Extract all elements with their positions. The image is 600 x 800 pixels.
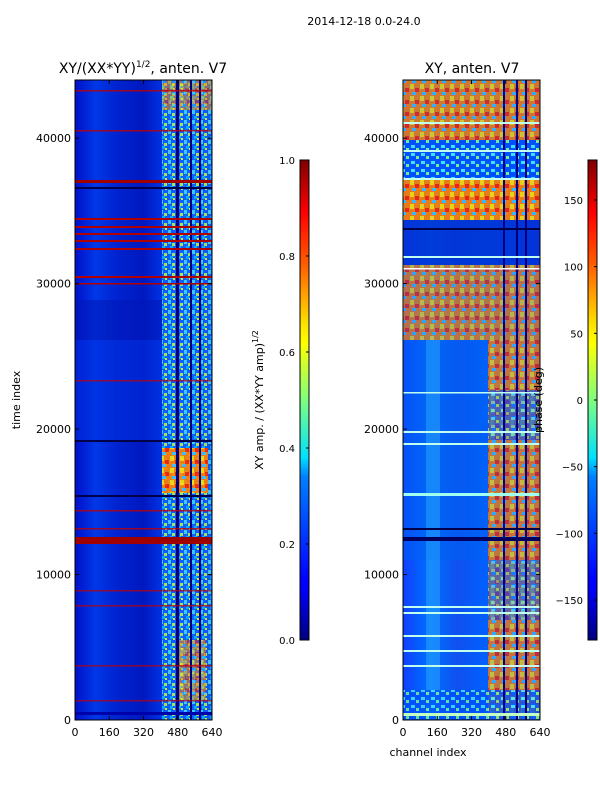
phase-ytick-label: 30000	[364, 278, 399, 291]
phase-colorbar-tick-label: 150	[564, 196, 583, 207]
amplitude-colorbar-tick-label: 0.8	[279, 252, 295, 263]
phase-xtick-label: 320	[461, 726, 482, 739]
amplitude-xtick-label: 320	[133, 726, 154, 739]
amplitude-colorbar-tick-label: 0.4	[279, 444, 295, 455]
phase-colorbar-tick-label: 50	[570, 329, 583, 340]
phase-colorbar-tick-label: −150	[556, 596, 583, 607]
amplitude-ytick-label: 40000	[36, 132, 71, 145]
amplitude-ytick-label: 10000	[36, 569, 71, 582]
phase-colorbar-tick-label: 100	[564, 263, 583, 274]
amplitude-ylabel: time index	[10, 370, 23, 429]
phase-colorbar-tick-label: 0	[577, 396, 583, 407]
phase-colorbar-tick-label: −50	[562, 463, 583, 474]
amplitude-colorbar-tick-label: 0.0	[279, 636, 295, 647]
amplitude-ytick-label: 20000	[36, 423, 71, 436]
amplitude-title: XY/(XX*YY)1/2, anten. V7	[59, 60, 227, 77]
amplitude-panel: XY/(XX*YY)1/2, anten. V7	[10, 60, 227, 739]
phase-xlabel: channel index	[389, 746, 467, 759]
phase-ytick-label: 40000	[364, 132, 399, 145]
phase-xtick-label: 160	[427, 726, 448, 739]
phase-xtick-label: 0	[400, 726, 407, 739]
phase-xtick-label: 480	[495, 726, 516, 739]
phase-heatmap	[403, 80, 540, 720]
amplitude-xtick-label: 0	[72, 726, 79, 739]
amplitude-xtick-label: 160	[99, 726, 120, 739]
phase-xtick-label: 640	[530, 726, 551, 739]
amplitude-heatmap	[75, 80, 212, 720]
amplitude-colorbar-tick-label: 0.6	[279, 348, 295, 359]
amplitude-colorbar-tick-label: 1.0	[279, 156, 295, 167]
phase-colorbar: −150 −100 −50 0 50 100 150 phase (deg)	[532, 159, 598, 641]
amplitude-xtick-label: 480	[167, 726, 188, 739]
amplitude-xtick-label: 640	[202, 726, 223, 739]
phase-ytick-label: 10000	[364, 569, 399, 582]
amplitude-colorbar-label: XY amp. / (XX*YY amp)1/2	[251, 330, 266, 470]
amplitude-ytick-label: 0	[64, 714, 71, 727]
phase-ytick-label: 0	[392, 714, 399, 727]
phase-panel: XY, anten. V7	[364, 61, 551, 759]
amplitude-ytick-label: 30000	[36, 278, 71, 291]
phase-colorbar-tick-label: −100	[556, 529, 583, 540]
phase-ytick-label: 20000	[364, 423, 399, 436]
phase-title: XY, anten. V7	[425, 61, 520, 77]
figure-suptitle: 2014-12-18 0.0-24.0	[307, 15, 420, 28]
amplitude-colorbar-tick-label: 0.2	[279, 540, 295, 551]
phase-colorbar-label: phase (deg)	[532, 367, 545, 433]
amplitude-colorbar: 0.0 0.2 0.4 0.6 0.8 1.0 XY amp. / (XX*YY amp)…	[251, 156, 310, 647]
